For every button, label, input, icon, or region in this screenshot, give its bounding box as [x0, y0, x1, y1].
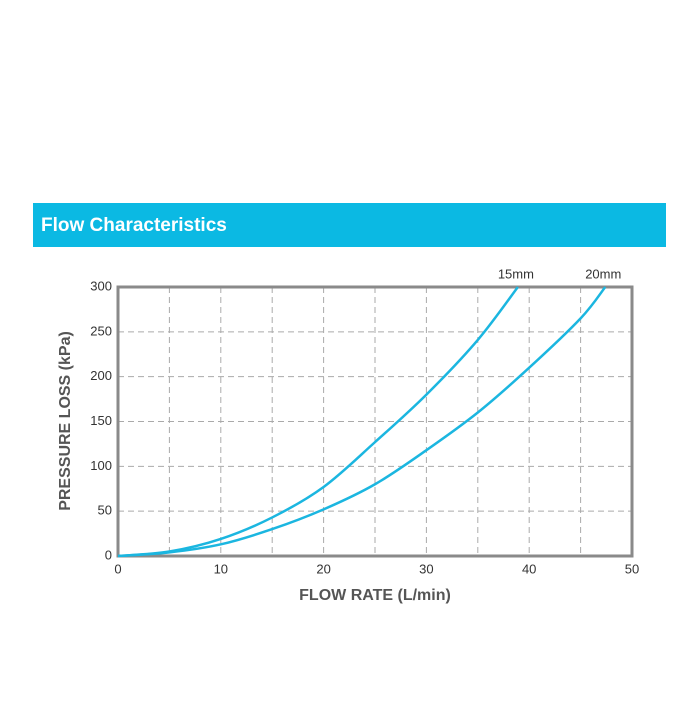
y-tick-label: 200: [90, 368, 112, 383]
x-tick-label: 10: [214, 561, 228, 576]
chart-title: Flow Characteristics: [41, 215, 227, 236]
plot-frame: [116, 285, 634, 558]
y-tick-label: 300: [90, 278, 112, 293]
x-tick-label: 20: [316, 561, 330, 576]
series-line: [117, 286, 519, 558]
series-label: 15mm: [498, 266, 534, 281]
series-line: [117, 286, 607, 558]
x-tick-label: 30: [419, 561, 433, 576]
series-label: 20mm: [585, 266, 621, 281]
y-tick-label: 250: [90, 323, 112, 338]
y-tick-label: 100: [90, 458, 112, 473]
y-tick-label: 0: [105, 547, 112, 562]
x-tick-label: 50: [625, 561, 639, 576]
y-tick-label: 50: [98, 503, 112, 518]
x-tick-label: 0: [114, 561, 121, 576]
x-tick-label: 40: [522, 561, 536, 576]
title-banner: [33, 203, 666, 247]
x-axis-label: FLOW RATE (L/min): [299, 587, 451, 604]
y-tick-label: 150: [90, 413, 112, 428]
y-axis-label: PRESSURE LOSS (kPa): [57, 331, 74, 511]
